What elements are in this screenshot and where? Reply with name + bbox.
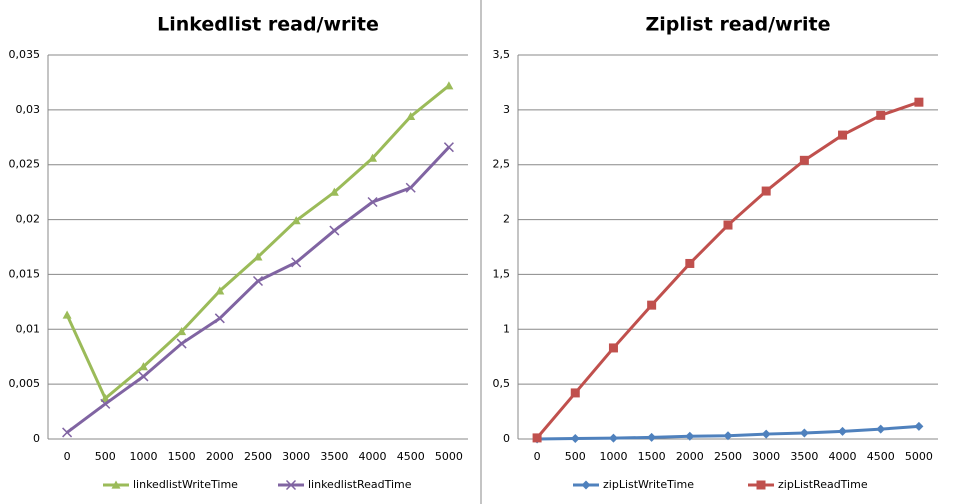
marker: [406, 111, 416, 121]
marker: [138, 371, 149, 382]
marker: [62, 310, 72, 319]
x-tick-label: 1000: [129, 450, 157, 463]
marker: [62, 427, 73, 438]
marker: [291, 257, 302, 268]
legend-label: zipListReadTime: [778, 478, 868, 491]
legend-label: linkedlistWriteTime: [133, 478, 238, 491]
x-tick-label: 2000: [206, 450, 234, 463]
marker: [761, 186, 771, 196]
marker: [252, 275, 264, 287]
marker: [723, 431, 733, 441]
marker: [570, 433, 580, 443]
marker: [876, 110, 886, 120]
marker: [685, 258, 695, 268]
x-tick-label: 5000: [435, 450, 463, 463]
marker: [838, 130, 848, 140]
legend-marker: [581, 480, 591, 490]
x-tick-label: 0: [64, 450, 71, 463]
x-tick-label: 0: [534, 450, 541, 463]
y-tick-label: 0,005: [9, 377, 41, 390]
chart-title: Ziplist read/write: [646, 14, 831, 36]
y-tick-label: 2: [503, 213, 510, 226]
y-tick-label: 0: [33, 432, 40, 445]
legend-marker: [756, 480, 766, 490]
series-line: [65, 84, 450, 401]
marker: [444, 81, 454, 90]
legend-marker: [111, 480, 121, 489]
y-tick-label: 2,5: [493, 158, 511, 171]
x-tick-label: 4000: [829, 450, 857, 463]
marker: [608, 433, 618, 443]
y-tick-label: 3: [503, 103, 510, 116]
marker: [876, 424, 886, 434]
x-tick-label: 2000: [676, 450, 704, 463]
y-tick-label: 0,035: [9, 48, 41, 61]
x-tick-label: 2500: [714, 450, 742, 463]
x-tick-label: 5000: [905, 450, 933, 463]
y-tick-label: 0,03: [16, 103, 41, 116]
x-tick-label: 4500: [867, 450, 895, 463]
marker: [176, 338, 187, 349]
y-tick-label: 3,5: [493, 48, 511, 61]
y-tick-label: 0,025: [9, 158, 41, 171]
marker: [368, 153, 378, 162]
legend-label: zipListWriteTime: [603, 478, 694, 491]
chart-title: Linkedlist read/write: [157, 14, 379, 36]
y-tick-label: 1: [503, 322, 510, 335]
marker: [570, 388, 580, 398]
x-tick-label: 500: [565, 450, 586, 463]
y-tick-label: 0,01: [16, 322, 41, 335]
marker: [329, 187, 339, 196]
x-tick-label: 3500: [790, 450, 818, 463]
marker: [761, 429, 771, 439]
marker: [914, 97, 924, 107]
marker: [914, 421, 924, 431]
marker: [723, 220, 733, 230]
marker: [253, 252, 263, 261]
marker: [367, 196, 378, 208]
marker: [215, 286, 225, 295]
y-tick-label: 0,5: [493, 377, 511, 390]
marker: [100, 398, 111, 409]
x-tick-label: 1500: [638, 450, 666, 463]
marker: [443, 142, 454, 153]
chart: Ziplist read/write 0 0,5 1 1,5 2 2,5 3 3,5 0 500 10…: [493, 14, 938, 491]
marker: [291, 216, 301, 225]
chart: Linkedlist read/write 0 0,005 0,01 0,015 0,02…: [9, 14, 468, 491]
y-tick-label: 0,02: [16, 213, 41, 226]
x-tick-label: 2500: [244, 450, 272, 463]
x-tick-label: 500: [95, 450, 116, 463]
marker: [838, 426, 848, 436]
x-tick-label: 3000: [282, 450, 310, 463]
marker: [647, 432, 657, 442]
marker: [329, 225, 340, 236]
marker: [405, 182, 416, 193]
series-line: [66, 146, 451, 434]
y-tick-label: 0,015: [9, 267, 41, 280]
marker: [138, 362, 148, 371]
legend-label: linkedlistReadTime: [308, 478, 412, 491]
marker: [799, 428, 809, 438]
legend-marker: [285, 479, 297, 491]
x-tick-label: 1500: [168, 450, 196, 463]
marker: [214, 313, 225, 324]
marker: [532, 433, 542, 443]
x-tick-label: 3000: [752, 450, 780, 463]
y-tick-label: 0: [503, 432, 510, 445]
marker: [177, 326, 187, 336]
series-line: [535, 100, 920, 439]
x-tick-label: 4000: [359, 450, 387, 463]
x-tick-label: 4500: [397, 450, 425, 463]
x-tick-label: 1000: [599, 450, 627, 463]
y-tick-label: 1,5: [493, 267, 511, 280]
marker: [100, 393, 110, 403]
x-tick-label: 3500: [320, 450, 348, 463]
marker: [608, 343, 618, 353]
marker: [647, 300, 657, 310]
marker: [799, 155, 809, 165]
marker: [685, 431, 695, 441]
